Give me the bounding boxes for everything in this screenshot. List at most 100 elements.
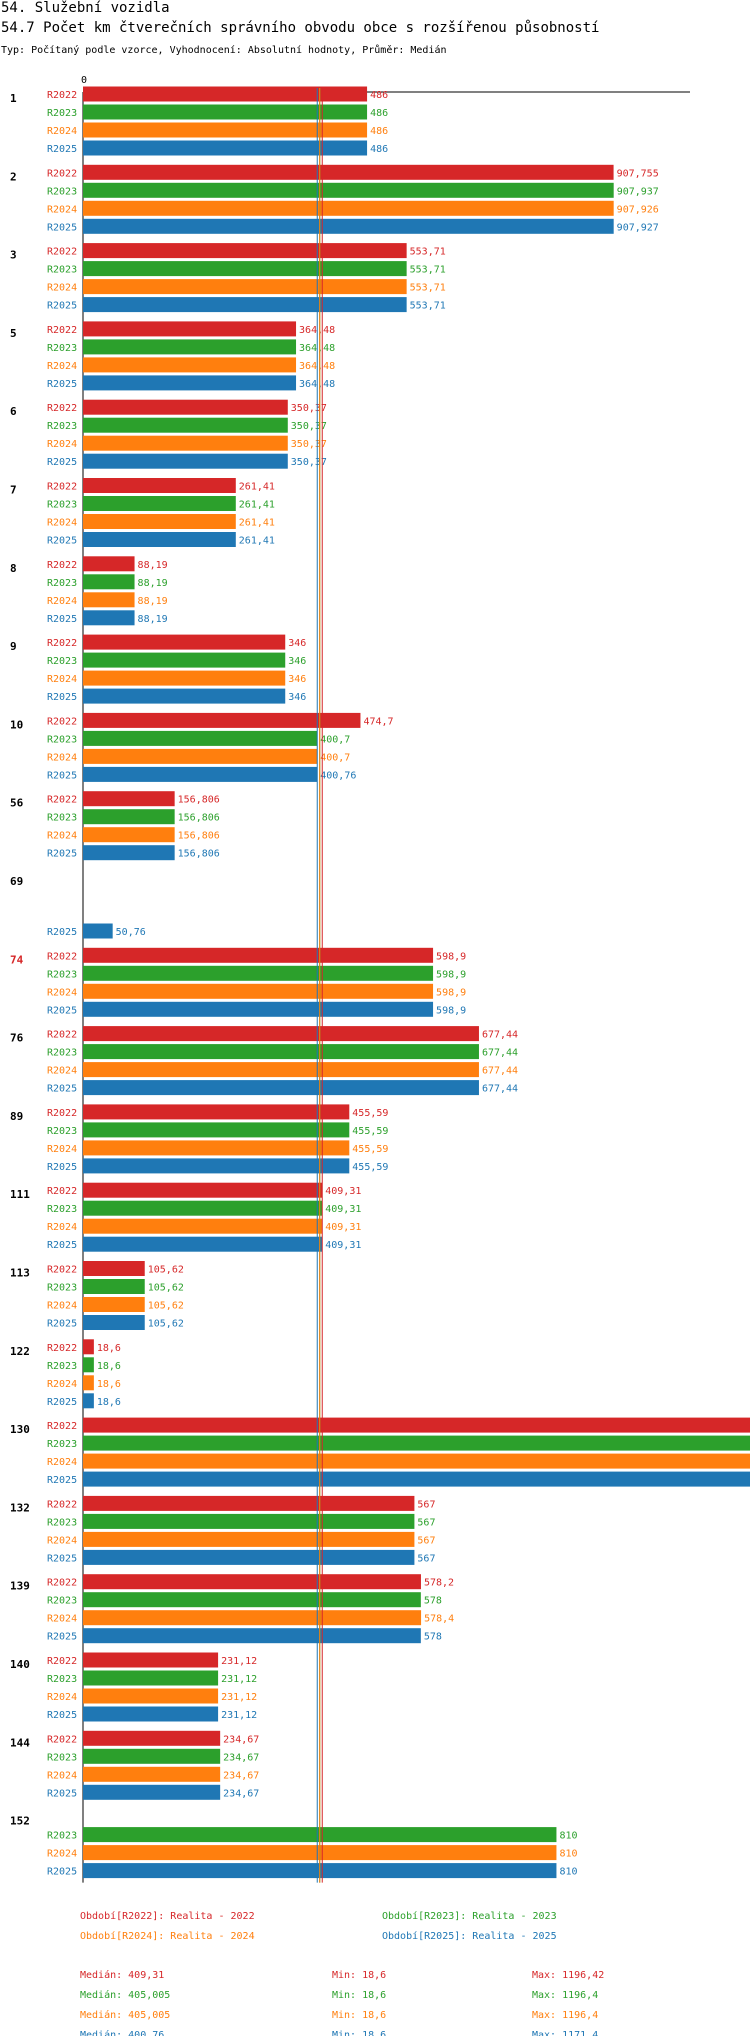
series-label: R2025	[47, 536, 77, 547]
series-label: R2023	[47, 186, 77, 197]
data-label: 400,76	[320, 770, 356, 781]
group-label: 8	[10, 562, 17, 575]
series-label: R2024	[47, 1770, 77, 1781]
bar	[83, 556, 135, 572]
bar	[83, 809, 175, 825]
data-label: 350,37	[291, 439, 327, 450]
series-label: R2024	[47, 987, 77, 998]
series-label: R2022	[47, 1108, 77, 1119]
bar	[83, 688, 286, 704]
data-label: 553,71	[410, 301, 446, 312]
bar	[83, 827, 175, 843]
series-label: R2024	[47, 1849, 77, 1860]
series-label: R2023	[47, 578, 77, 589]
series-label: R2023	[47, 1517, 77, 1528]
bar	[83, 1549, 415, 1565]
data-label: 231,12	[221, 1692, 257, 1703]
data-label: 455,59	[352, 1108, 388, 1119]
bar	[83, 1001, 434, 1017]
bar	[83, 1670, 219, 1686]
data-label: 455,59	[352, 1144, 388, 1155]
data-label: 350,37	[291, 457, 327, 468]
series-label: R2025	[47, 770, 77, 781]
data-label: 350,37	[291, 403, 327, 414]
data-label: 553,71	[410, 247, 446, 258]
series-label: R2024	[47, 1379, 77, 1390]
bar	[83, 610, 135, 626]
series-label: R2022	[47, 638, 77, 649]
series-label: R2023	[47, 1048, 77, 1059]
stat-min: Min: 18,6	[332, 2010, 386, 2021]
bar	[83, 261, 407, 277]
series-label: R2023	[47, 265, 77, 276]
data-label: 409,31	[325, 1186, 361, 1197]
group-label: 5	[10, 327, 17, 340]
bar	[83, 1104, 350, 1120]
data-label: 455,59	[352, 1162, 388, 1173]
data-label: 677,44	[482, 1030, 518, 1041]
series-label: R2022	[47, 1421, 77, 1432]
bar	[83, 1531, 415, 1547]
data-label: 231,12	[221, 1674, 257, 1685]
series-label: R2024	[47, 361, 77, 372]
bar	[83, 1513, 415, 1529]
data-label: 578	[424, 1596, 442, 1607]
data-label: 567	[417, 1553, 435, 1564]
data-label: 677,44	[482, 1066, 518, 1077]
series-label: R2023	[47, 1831, 77, 1842]
data-label: 346	[288, 674, 306, 685]
data-label: 810	[559, 1831, 577, 1842]
data-label: 578	[424, 1632, 442, 1643]
bar	[83, 947, 434, 963]
data-label: 88,19	[138, 560, 168, 571]
data-label: 261,41	[239, 482, 275, 493]
data-label: 486	[370, 108, 388, 119]
data-label: 261,41	[239, 536, 275, 547]
series-label: R2024	[47, 1535, 77, 1546]
data-label: 88,19	[138, 578, 168, 589]
bar	[83, 218, 614, 234]
bar	[83, 1357, 94, 1373]
bar	[83, 243, 407, 259]
bar	[83, 140, 368, 156]
bar	[83, 1610, 422, 1626]
bar	[83, 1279, 145, 1294]
data-label: 105,62	[148, 1265, 184, 1276]
bar	[83, 1435, 750, 1451]
series-label: R2022	[47, 795, 77, 806]
bar	[83, 1182, 323, 1198]
series-label: R2025	[47, 1162, 77, 1173]
series-label: R2022	[47, 1030, 77, 1041]
group-label: 1	[10, 92, 17, 105]
data-label: 234,67	[223, 1788, 259, 1799]
group-label: 122	[10, 1345, 30, 1358]
series-label: R2025	[47, 614, 77, 625]
bar	[83, 496, 236, 511]
bar	[83, 634, 286, 650]
bar	[83, 297, 407, 313]
stat-max: Max: 1171,4	[532, 2030, 598, 2036]
series-label: R2024	[47, 1144, 77, 1155]
data-label: 578,2	[424, 1578, 454, 1589]
stat-max: Max: 1196,4	[532, 1990, 598, 2001]
data-label: 18,6	[97, 1361, 121, 1372]
bar	[83, 417, 288, 433]
legend-entry: Období[R2024]: Realita - 2024	[80, 1930, 255, 1942]
series-label: R2025	[47, 1553, 77, 1564]
bar	[83, 1495, 415, 1511]
series-label: R2023	[47, 1283, 77, 1294]
series-label: R2022	[47, 325, 77, 336]
series-label: R2025	[47, 1084, 77, 1095]
bar	[83, 1200, 323, 1216]
bar	[83, 652, 286, 668]
bar	[83, 453, 288, 469]
series-label: R2023	[47, 1204, 77, 1215]
bar	[83, 1393, 94, 1409]
series-label: R2022	[47, 168, 77, 179]
data-label: 88,19	[138, 614, 168, 625]
bar	[83, 1140, 350, 1156]
series-label: R2022	[47, 560, 77, 571]
bar	[83, 791, 175, 807]
stat-median: Medián: 405,005	[80, 2009, 170, 2021]
